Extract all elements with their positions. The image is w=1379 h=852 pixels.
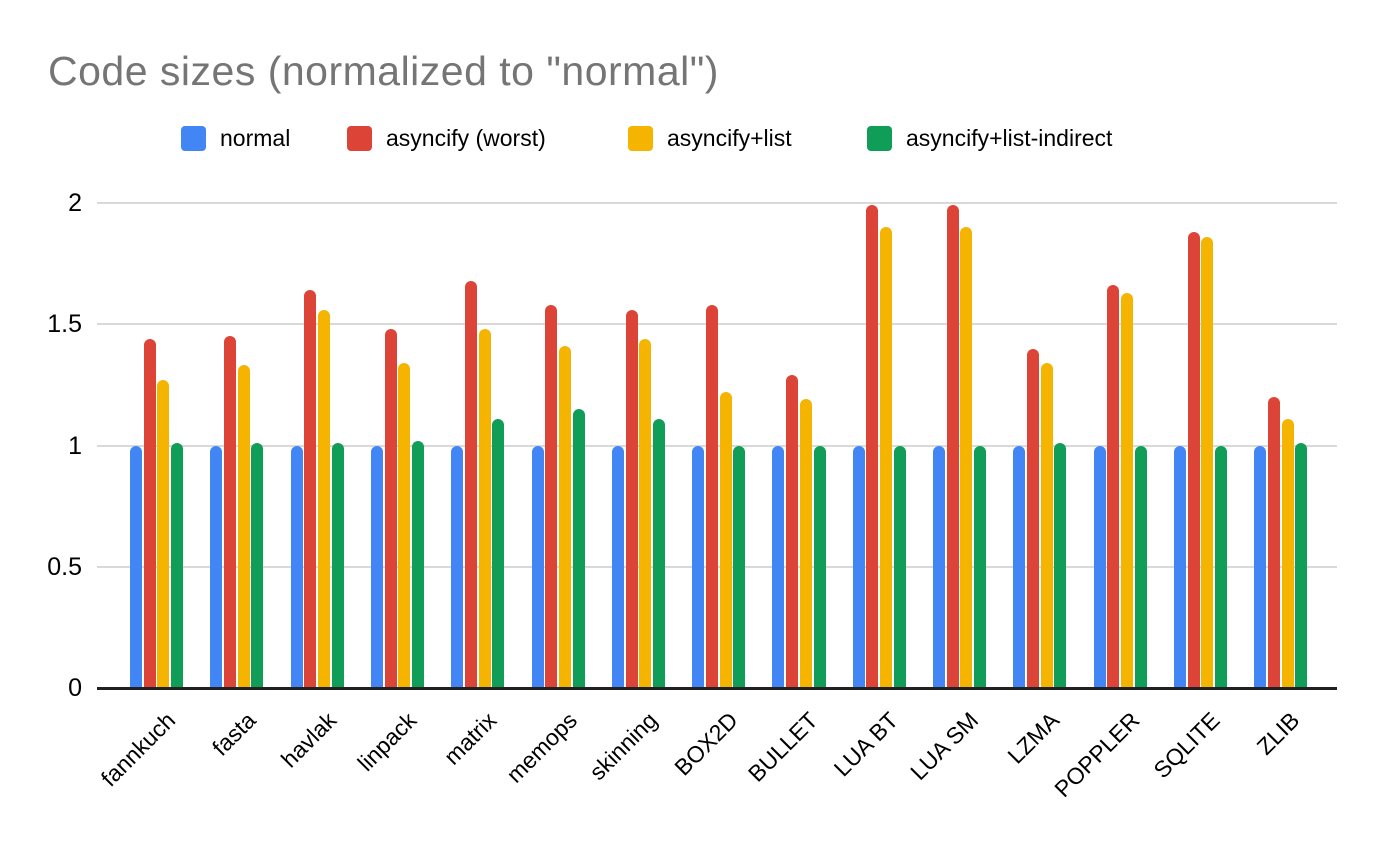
bar-poppler-asyncify-list-indirect	[1134, 445, 1147, 688]
bar-memops-normal	[531, 445, 544, 688]
bar-zlib-asyncify-list-indirect	[1295, 443, 1308, 688]
bar-box2d-normal	[692, 445, 705, 688]
y-axis-label-0: 0	[68, 674, 82, 702]
bar-havlak-asyncify-list-indirect	[331, 443, 344, 688]
x-axis-label-lua-sm: LUA SM	[905, 706, 984, 786]
x-axis-line	[97, 687, 1337, 690]
x-axis-label-zlib: ZLIB	[1251, 706, 1305, 760]
y-axis-label-1: 1	[68, 431, 82, 460]
bar-havlak-asyncify-worst-	[304, 290, 317, 688]
bar-box2d-asyncify-list-indirect	[733, 445, 746, 688]
gridline-2	[97, 202, 1337, 204]
legend-item-asyncify-worst: asyncify (worst)	[347, 124, 546, 152]
x-axis-label-lzma: LZMA	[1001, 706, 1064, 769]
x-axis-label-memops: memops	[501, 706, 582, 788]
legend-label-normal: normal	[220, 124, 291, 151]
bar-fasta-asyncify-worst-	[224, 336, 236, 688]
x-axis-label-fasta: fasta	[207, 706, 261, 761]
bar-poppler-normal	[1093, 445, 1106, 688]
bar-sqlite-asyncify-worst-	[1187, 232, 1200, 688]
x-axis-label-havlak: havlak	[275, 706, 341, 773]
bar-lua-sm-asyncify-list	[960, 227, 973, 688]
legend-label-asyncify-list: asyncify+list	[667, 124, 792, 151]
x-axis-label-poppler: POPPLER	[1048, 706, 1144, 803]
bar-zlib-asyncify-list	[1281, 418, 1294, 688]
bar-bullet-asyncify-list-indirect	[813, 445, 826, 688]
legend-item-normal: normal	[181, 124, 290, 152]
legend-item-asyncify-list-indirect: asyncify+list-indirect	[867, 124, 1112, 152]
x-axis-label-matrix: matrix	[438, 706, 502, 770]
x-axis-label-sqlite: SQLITE	[1148, 706, 1225, 784]
bar-lua-sm-asyncify-worst-	[946, 205, 959, 688]
y-axis-label-2: 2	[68, 189, 82, 217]
bar-lua-sm-normal	[933, 445, 945, 688]
bar-lua-bt-normal	[852, 445, 865, 688]
x-axis-label-lua-bt: LUA BT	[828, 706, 904, 782]
bar-sqlite-asyncify-list-indirect	[1215, 445, 1227, 688]
bar-box2d-asyncify-worst-	[705, 304, 718, 688]
bar-skinning-normal	[611, 445, 624, 688]
bar-fasta-asyncify-list-indirect	[251, 443, 264, 688]
bar-skinning-asyncify-worst-	[625, 309, 638, 688]
legend-item-asyncify-list: asyncify+list	[628, 124, 792, 152]
bar-poppler-asyncify-worst-	[1107, 285, 1120, 688]
chart-legend: normal asyncify (worst) asyncify+list as…	[0, 124, 1379, 156]
bar-zlib-asyncify-worst-	[1267, 397, 1280, 688]
bar-lzma-asyncify-list-indirect	[1054, 443, 1067, 688]
bar-fannkuch-asyncify-list	[157, 380, 170, 688]
x-axis-label-box2d: BOX2D	[668, 706, 743, 781]
bar-havlak-normal	[290, 445, 303, 688]
legend-swatch-normal	[181, 125, 206, 151]
bar-linpack-asyncify-list	[398, 363, 411, 688]
bar-matrix-asyncify-list-indirect	[492, 418, 505, 688]
bar-linpack-asyncify-list-indirect	[412, 440, 424, 688]
y-axis-label-1.5: 1.5	[47, 310, 82, 339]
legend-swatch-asyncify-list	[628, 125, 653, 151]
bar-skinning-asyncify-list	[639, 338, 652, 688]
bar-lua-bt-asyncify-worst-	[866, 205, 879, 688]
bar-lzma-asyncify-list	[1040, 363, 1053, 688]
bar-sqlite-normal	[1173, 445, 1186, 688]
bar-matrix-normal	[451, 445, 464, 688]
x-axis-label-fannkuch: fannkuch	[96, 706, 181, 792]
legend-label-asyncify-worst: asyncify (worst)	[386, 124, 546, 151]
x-axis-label-skinning: skinning	[584, 706, 663, 786]
bar-bullet-asyncify-list	[799, 399, 812, 688]
bar-fannkuch-asyncify-worst-	[143, 338, 156, 688]
y-axis-label-0.5: 0.5	[47, 552, 82, 581]
bar-lzma-asyncify-worst-	[1027, 348, 1039, 688]
plot-area: 0 0.5 1 1.5 2 fannkuch fasta havlak linpack matri…	[47, 189, 1337, 802]
bar-havlak-asyncify-list	[318, 309, 330, 688]
bar-zlib-normal	[1254, 445, 1267, 688]
legend-swatch-asyncify-worst	[347, 125, 372, 151]
legend-label-asyncify-list-indirect: asyncify+list-indirect	[906, 124, 1113, 151]
x-axis-label-linpack: linpack	[352, 706, 422, 776]
bar-bullet-asyncify-worst-	[786, 375, 799, 688]
chart-title: Code sizes (normalized to "normal")	[48, 48, 719, 94]
bar-matrix-asyncify-list	[478, 329, 491, 688]
bar-skinning-asyncify-list-indirect	[652, 418, 665, 688]
x-axis-label-bullet: BULLET	[742, 706, 823, 787]
legend-swatch-asyncify-list-indirect	[867, 125, 892, 151]
bar-lua-sm-asyncify-list-indirect	[974, 445, 987, 688]
bar-box2d-asyncify-list	[719, 392, 732, 688]
bar-fannkuch-asyncify-list-indirect	[171, 443, 184, 688]
bar-memops-asyncify-worst-	[545, 304, 558, 688]
bar-fannkuch-normal	[130, 445, 142, 688]
bar-fasta-normal	[210, 445, 223, 688]
bar-lzma-normal	[1013, 445, 1026, 688]
bar-memops-asyncify-list-indirect	[572, 409, 585, 688]
bar-linpack-normal	[370, 445, 383, 688]
bar-poppler-asyncify-list	[1121, 292, 1133, 688]
bar-sqlite-asyncify-list	[1201, 236, 1214, 688]
bar-linpack-asyncify-worst-	[384, 329, 397, 688]
bar-memops-asyncify-list	[558, 346, 571, 688]
bar-bullet-normal	[772, 445, 785, 688]
bar-matrix-asyncify-worst-	[464, 280, 477, 688]
bar-lua-bt-asyncify-list-indirect	[893, 445, 906, 688]
bar-fasta-asyncify-list	[237, 365, 250, 688]
bar-lua-bt-asyncify-list	[880, 227, 893, 688]
